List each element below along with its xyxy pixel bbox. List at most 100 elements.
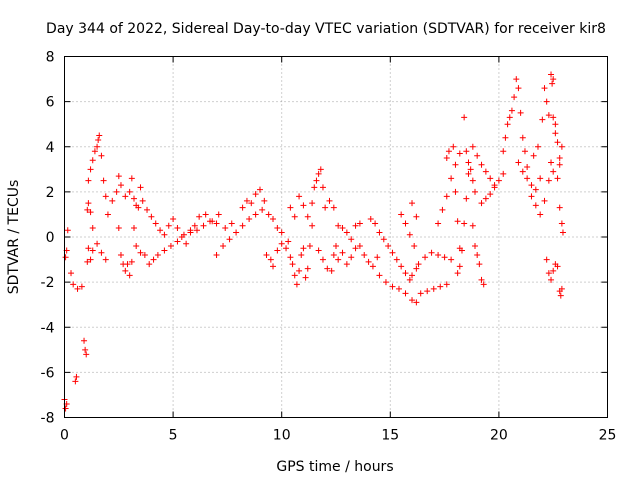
data-point [554,263,561,270]
y-tick-label: 6 [46,95,55,111]
data-point [304,265,311,272]
data-point [94,143,101,150]
data-point [417,290,424,297]
data-point [506,114,513,121]
data-point [393,256,400,263]
data-point [300,202,307,209]
y-axis-label: SDTVAR / TECUs [6,180,22,295]
data-point [456,263,463,270]
data-point [128,175,135,182]
data-point [126,272,133,279]
data-point [85,200,92,207]
data-point [263,252,270,259]
data-point [170,215,177,222]
data-point [161,247,168,254]
data-point [343,261,350,268]
data-point [469,222,476,229]
data-point [558,220,565,227]
axis-ticks [64,56,608,418]
data-point [458,247,465,254]
data-point [452,161,459,168]
data-point [500,148,507,155]
data-point [265,211,272,218]
data-point [352,222,359,229]
data-point [491,184,498,191]
data-point [409,200,416,207]
data-point [278,229,285,236]
data-point [62,254,69,261]
data-point [461,114,468,121]
data-point [422,254,429,261]
data-point [309,222,316,229]
data-point [519,134,526,141]
data-point [115,173,122,180]
data-point [541,85,548,92]
data-point [424,288,431,295]
data-point [89,224,96,231]
chart-title: Day 344 of 2022, Sidereal Day-to-day VTE… [46,21,606,37]
data-point [450,143,457,150]
data-point [87,166,94,173]
data-point [472,243,479,250]
data-point [519,168,526,175]
data-point [413,265,420,272]
data-point [548,159,555,166]
data-point [102,256,109,263]
data-point [124,261,131,268]
y-tick-label: 2 [46,185,55,201]
data-point [220,243,227,250]
data-point [502,134,509,141]
data-point [454,218,461,225]
data-point [550,168,557,175]
data-point [389,283,396,290]
data-point [122,193,129,200]
data-point [406,276,413,283]
data-point [85,177,92,184]
data-point [469,143,476,150]
data-point [126,188,133,195]
data-point [465,159,472,166]
data-point [150,256,157,263]
data-point [554,139,561,146]
data-point [293,281,300,288]
data-point [554,175,561,182]
y-tick-label: 0 [46,230,55,246]
data-point [315,247,322,254]
data-point [141,252,148,259]
data-point [152,220,159,227]
data-point [161,231,168,238]
data-point [413,213,420,220]
data-point [480,281,487,288]
data-point [193,227,200,234]
data-point [495,177,502,184]
data-point [115,224,122,231]
data-point [313,177,320,184]
data-point [296,267,303,274]
data-point [146,261,153,268]
data-point [246,215,253,222]
data-point [548,276,555,283]
data-point [380,236,387,243]
data-point [532,202,539,209]
y-tick-label: -6 [41,365,55,381]
data-point [435,220,442,227]
data-point [98,152,105,159]
x-tick-label: 10 [273,428,291,444]
data-point [443,281,450,288]
data-point [376,272,383,279]
data-point [333,243,339,250]
data-point [409,272,416,279]
data-point [463,148,470,155]
data-point [482,195,489,202]
data-point [248,200,255,207]
data-point [319,184,326,191]
x-tick-label: 5 [169,428,178,444]
data-point [448,256,455,263]
data-point [98,249,105,256]
data-point [300,245,307,252]
data-point [82,346,89,353]
data-point [109,197,116,204]
data-point [144,206,151,213]
data-point [84,258,91,265]
